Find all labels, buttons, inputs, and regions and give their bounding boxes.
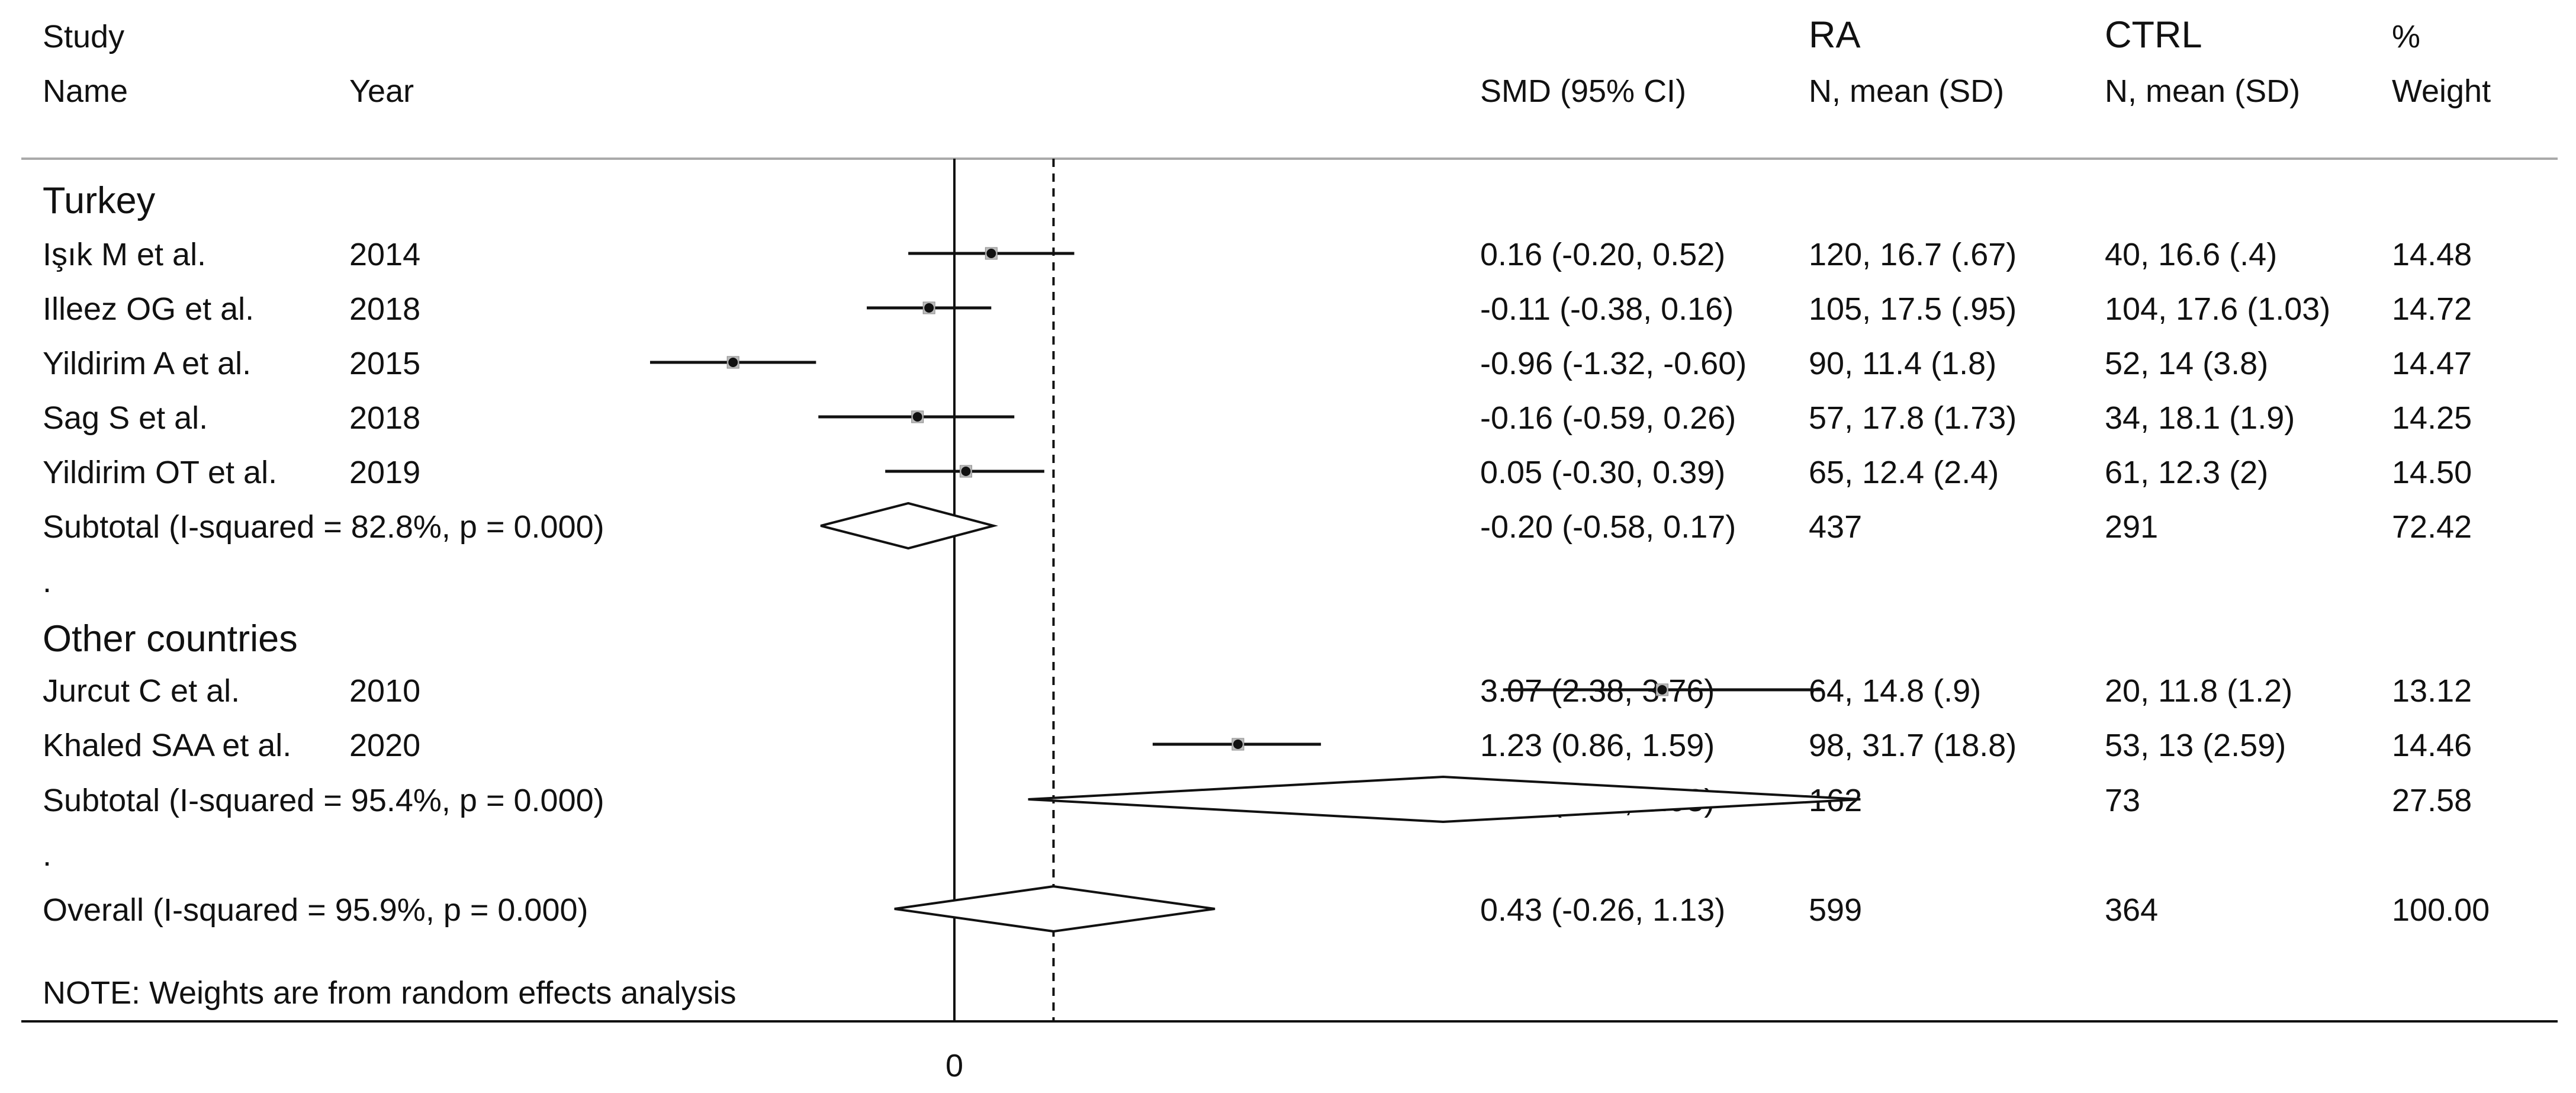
study-name: Jurcut C et al. [43, 673, 240, 709]
weight: 100.00 [2392, 892, 2490, 928]
study-year: 2018 [349, 400, 420, 436]
ctrl-stats: 52, 14 (3.8) [2105, 346, 2268, 381]
study-name: Yildirim OT et al. [43, 455, 277, 490]
separator-dot: . [43, 564, 52, 599]
weight: 14.46 [2392, 728, 2472, 763]
weight: 14.72 [2392, 291, 2472, 327]
study-year: 2014 [349, 237, 420, 272]
study-year: 2015 [349, 346, 420, 381]
study-year: 2020 [349, 728, 420, 763]
point-estimate [1657, 685, 1667, 695]
ctrl-stats: 291 [2105, 509, 2158, 545]
smd-ci: -0.16 (-0.59, 0.26) [1480, 400, 1736, 436]
separator-dot: . [43, 837, 52, 873]
ra-stats: 599 [1809, 892, 1862, 928]
point-estimate [912, 412, 922, 422]
smd-ci: -0.11 (-0.38, 0.16) [1480, 291, 1734, 327]
header-smd: SMD (95% CI) [1480, 73, 1686, 109]
study-year: 2010 [349, 673, 420, 709]
group-header-other: Other countries [43, 618, 298, 660]
header-year: Year [349, 73, 414, 109]
header-weight: % [2392, 19, 2420, 54]
study-name: Işık M et al. [43, 237, 206, 272]
weight: 14.50 [2392, 455, 2472, 490]
note: NOTE: Weights are from random effects an… [43, 975, 736, 1011]
study-year: 2019 [349, 455, 420, 490]
header-ra: RA [1809, 14, 1861, 56]
forest-rows: Işık M et al. 2014 0.16 (-0.20, 0.52) 120, … [43, 237, 2490, 933]
ctrl-stats: 73 [2105, 783, 2140, 818]
smd-ci: 0.43 (-0.26, 1.13) [1480, 892, 1725, 928]
header-weight-sub: Weight [2392, 73, 2491, 109]
point-estimate [1233, 740, 1243, 749]
smd-ci: 0.05 (-0.30, 0.39) [1480, 455, 1725, 490]
weight: 14.25 [2392, 400, 2472, 436]
point-estimate [961, 467, 971, 476]
smd-ci: -0.20 (-0.58, 0.17) [1480, 509, 1736, 545]
ra-stats: 437 [1809, 509, 1862, 545]
ctrl-stats: 104, 17.6 (1.03) [2105, 291, 2330, 327]
ctrl-stats: 61, 12.3 (2) [2105, 455, 2268, 490]
ra-stats: 65, 12.4 (2.4) [1809, 455, 1999, 490]
ctrl-stats: 20, 11.8 (1.2) [2105, 673, 2292, 709]
study-name: Khaled SAA et al. [43, 728, 291, 763]
summary-label: Subtotal (I-squared = 82.8%, p = 0.000) [43, 509, 604, 545]
ctrl-stats: 34, 18.1 (1.9) [2105, 400, 2295, 436]
header-study: Study [43, 19, 124, 54]
header-ra-sub: N, mean (SD) [1809, 73, 2004, 109]
ra-stats: 98, 31.7 (18.8) [1809, 728, 2017, 763]
subtotal-diamond [1028, 775, 1861, 824]
weight: 14.48 [2392, 237, 2472, 272]
subtotal-diamond [820, 502, 999, 550]
ra-stats: 64, 14.8 (.9) [1809, 673, 1981, 709]
ra-stats: 105, 17.5 (.95) [1809, 291, 2017, 327]
point-estimate [924, 303, 934, 313]
header-name: Name [43, 73, 128, 109]
ra-stats: 120, 16.7 (.67) [1809, 237, 2017, 272]
ra-stats: 57, 17.8 (1.73) [1809, 400, 2017, 436]
header-ctrl: CTRL [2105, 14, 2202, 56]
ctrl-stats: 364 [2105, 892, 2158, 928]
overall-diamond [894, 885, 1215, 933]
weight: 14.47 [2392, 346, 2472, 381]
study-name: Illeez OG et al. [43, 291, 254, 327]
ctrl-stats: 53, 13 (2.59) [2105, 728, 2286, 763]
weight: 13.12 [2392, 673, 2472, 709]
weight: 72.42 [2392, 509, 2472, 545]
header-ctrl-sub: N, mean (SD) [2105, 73, 2300, 109]
smd-ci: -0.96 (-1.32, -0.60) [1480, 346, 1747, 381]
ctrl-stats: 40, 16.6 (.4) [2105, 237, 2277, 272]
study-year: 2018 [349, 291, 420, 327]
ra-stats: 90, 11.4 (1.8) [1809, 346, 1996, 381]
study-name: Sag S et al. [43, 400, 208, 436]
point-estimate [728, 358, 738, 367]
x-axis-tick-label: 0 [946, 1048, 963, 1084]
smd-ci: 1.23 (0.86, 1.59) [1480, 728, 1715, 763]
summary-label: Overall (I-squared = 95.9%, p = 0.000) [43, 892, 588, 928]
point-estimate [986, 249, 996, 258]
summary-label: Subtotal (I-squared = 95.4%, p = 0.000) [43, 783, 604, 818]
weight: 27.58 [2392, 783, 2472, 818]
group-header-turkey: Turkey [43, 180, 156, 221]
study-name: Yildirim A et al. [43, 346, 251, 381]
smd-ci: 0.16 (-0.20, 0.52) [1480, 237, 1725, 272]
